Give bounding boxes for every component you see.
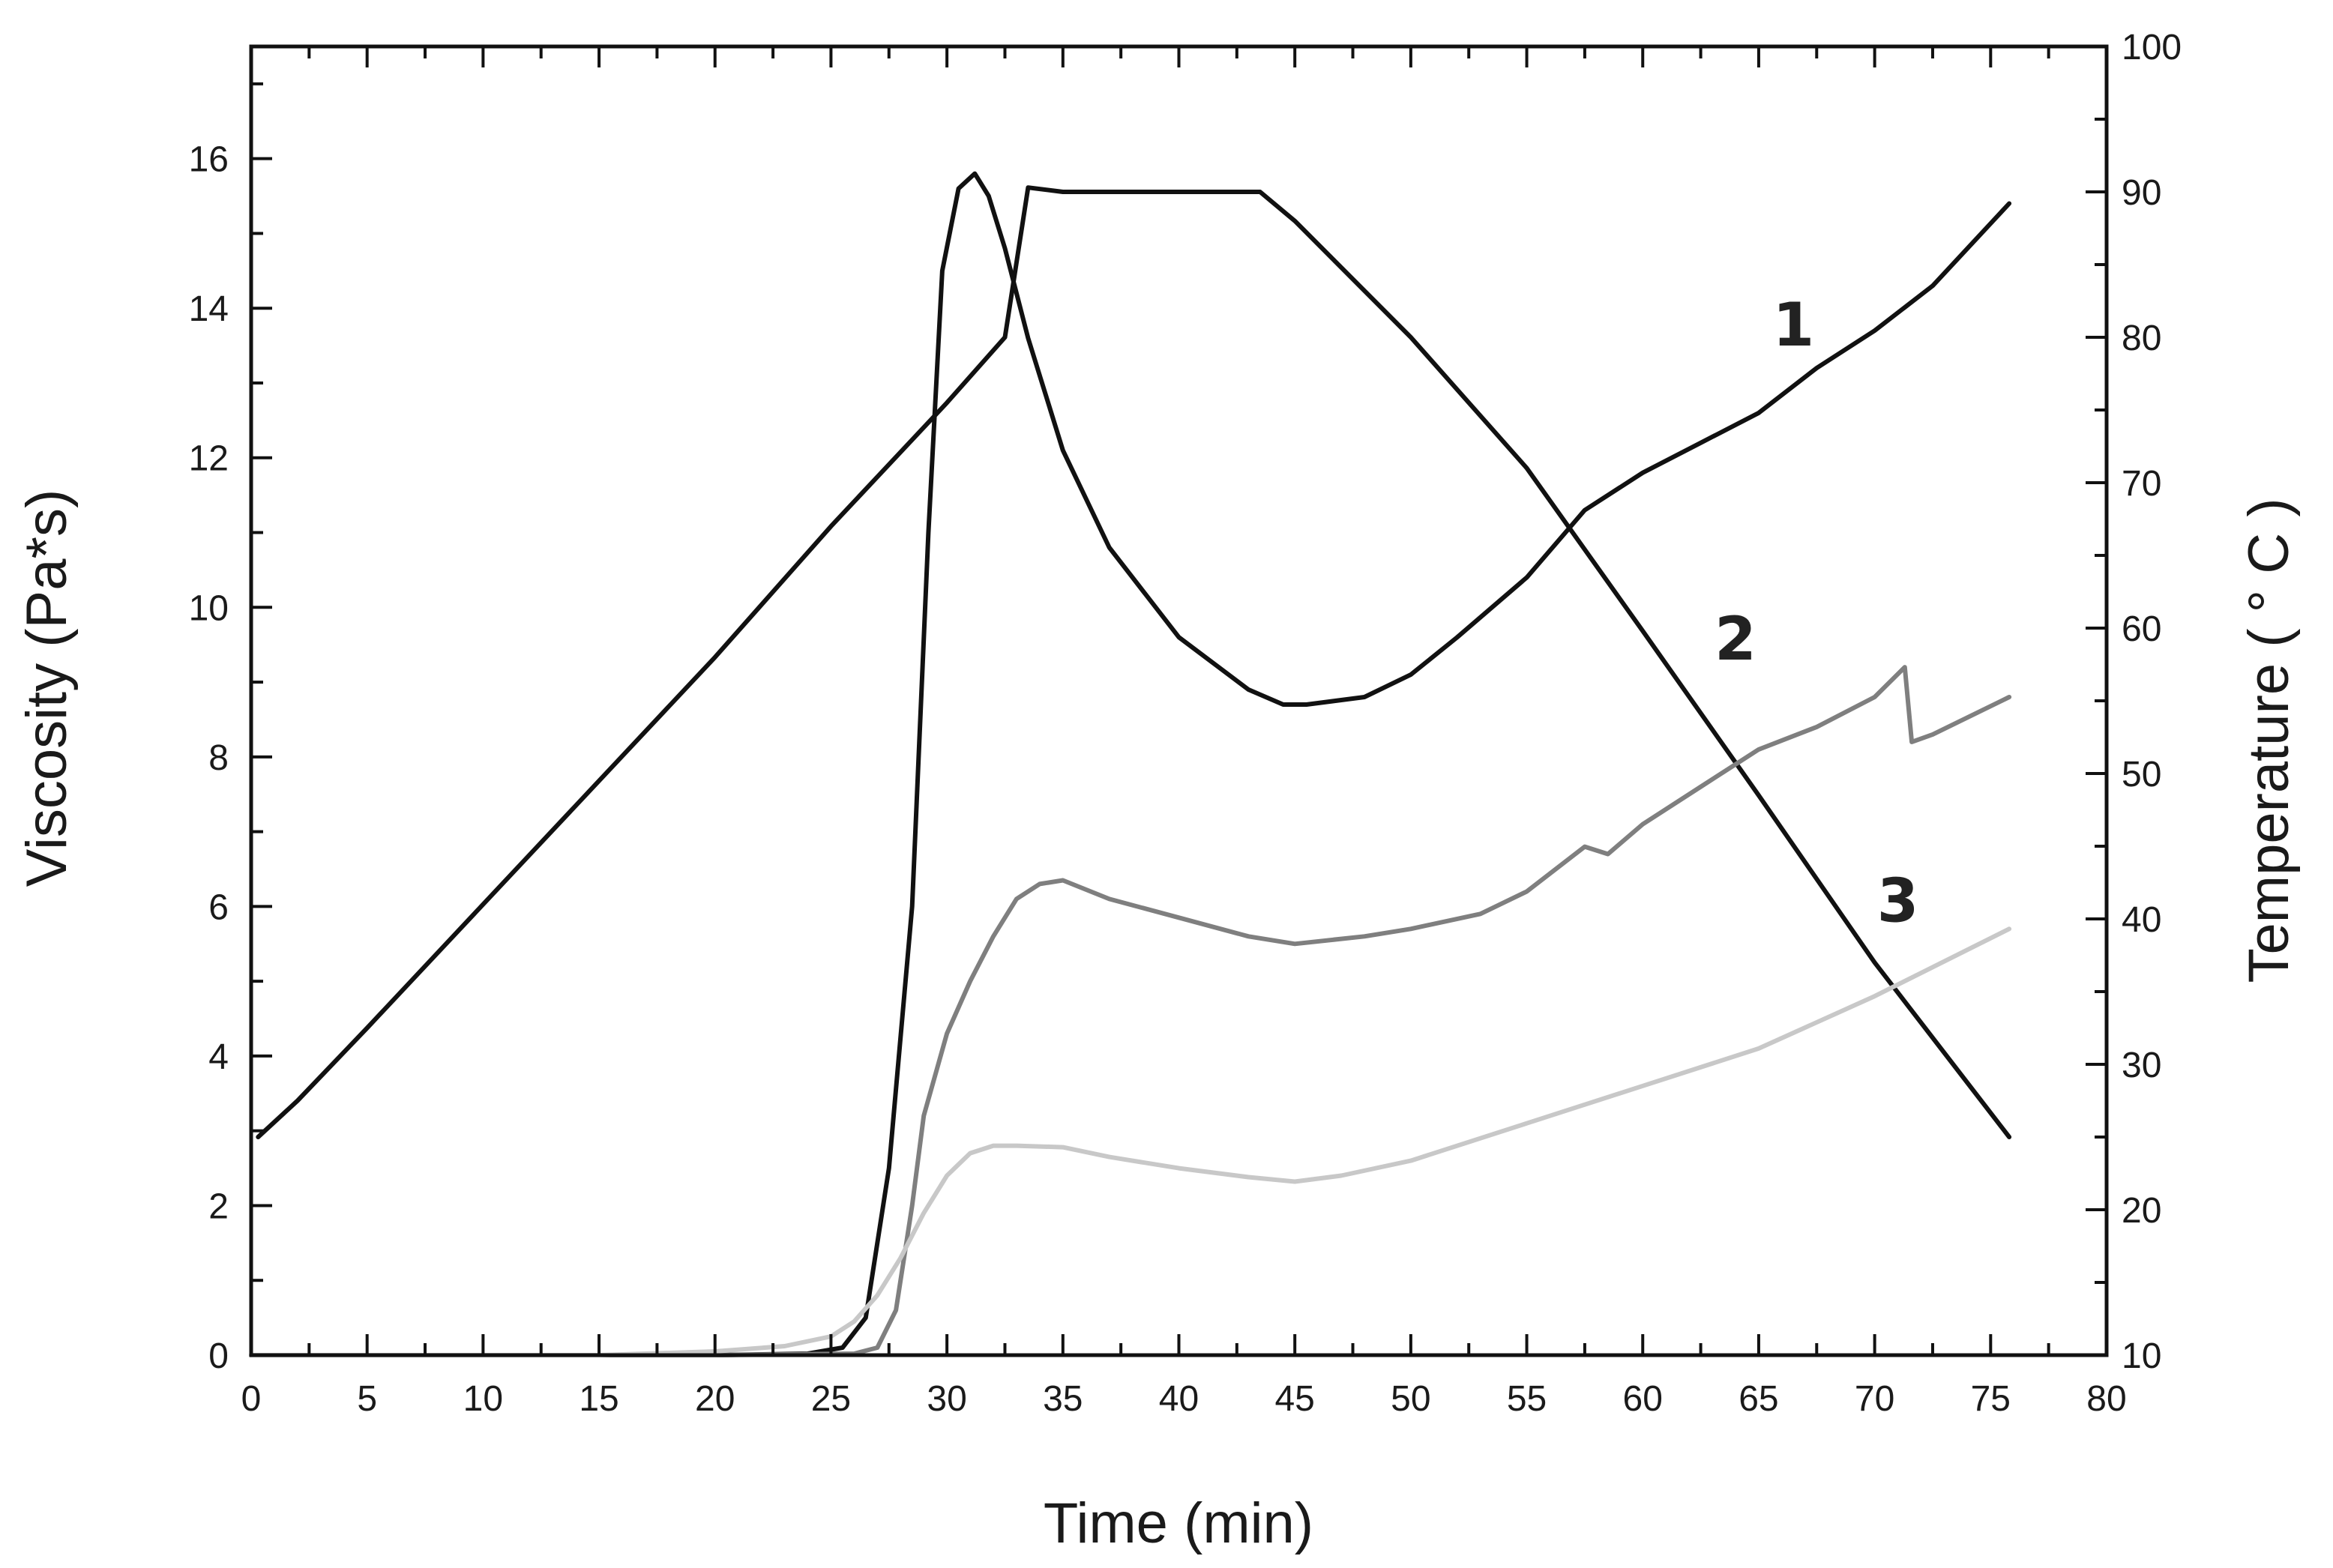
y-axis-title: Viscosity (Pa*s) xyxy=(15,489,79,887)
y2-tick-label: 30 xyxy=(2122,1046,2161,1085)
x-tick-label: 60 xyxy=(1623,1379,1663,1419)
y-tick-label: 4 xyxy=(208,1037,229,1077)
curve-label-2: 2 xyxy=(1715,604,1756,674)
series-2-line xyxy=(249,665,2012,1357)
plot-frame xyxy=(249,44,2109,1357)
y-tick-label: 16 xyxy=(189,140,229,180)
y2-tick-label: 70 xyxy=(2122,464,2161,504)
x-tick-label: 45 xyxy=(1274,1379,1314,1419)
y2-tick-label: 50 xyxy=(2122,755,2161,794)
y-tick-label: 2 xyxy=(208,1186,229,1226)
x-tick-label: 30 xyxy=(927,1379,966,1419)
y2-tick-label: 20 xyxy=(2122,1191,2161,1231)
series-1-line xyxy=(249,171,2012,1357)
x-tick-label: 50 xyxy=(1391,1379,1430,1419)
x-tick-label: 75 xyxy=(1971,1379,2011,1419)
y-tick-label: 12 xyxy=(189,439,229,479)
x-tick-label: 40 xyxy=(1159,1379,1199,1419)
x-tick-label: 5 xyxy=(357,1379,377,1419)
x-tick-label: 70 xyxy=(1855,1379,1894,1419)
y-tick-label: 8 xyxy=(208,738,229,778)
y2-tick-label: 80 xyxy=(2122,319,2161,358)
y-tick-label: 10 xyxy=(189,588,229,628)
x-tick-label: 80 xyxy=(2086,1379,2126,1419)
y-tick-label: 6 xyxy=(208,887,229,927)
curve-annotations: 1 2 3 xyxy=(1715,290,1918,935)
y2-tick-label: 90 xyxy=(2122,173,2161,213)
y2-tick-label: 60 xyxy=(2122,609,2161,649)
y2-tick-label: 10 xyxy=(2122,1336,2161,1376)
y-tick-label: 14 xyxy=(189,289,229,329)
y2-axis-title: Temperature ( ° C ) xyxy=(2237,498,2301,983)
tick-labels: 0 5 10 15 20 25 30 35 40 45 50 55 60 65 70 75 80 0 2 4 6 8 10 1… xyxy=(189,28,2182,1419)
curve-label-3: 3 xyxy=(1877,866,1919,935)
x-tick-label: 25 xyxy=(811,1379,851,1419)
y2-tick-label: 100 xyxy=(2122,28,2182,67)
x-tick-label: 10 xyxy=(463,1379,503,1419)
curve-label-1: 1 xyxy=(1773,290,1815,360)
y-tick-label: 0 xyxy=(208,1336,229,1376)
x-tick-label: 65 xyxy=(1739,1379,1778,1419)
x-tick-label: 0 xyxy=(241,1379,262,1419)
x-tick-label: 20 xyxy=(695,1379,735,1419)
x-axis-title: Time (min) xyxy=(1044,1492,1313,1555)
series-temperature-line xyxy=(256,185,2012,1139)
x-tick-label: 35 xyxy=(1043,1379,1083,1419)
x-tick-label: 55 xyxy=(1507,1379,1547,1419)
x-tick-label: 15 xyxy=(579,1379,618,1419)
y2-tick-label: 40 xyxy=(2122,900,2161,940)
